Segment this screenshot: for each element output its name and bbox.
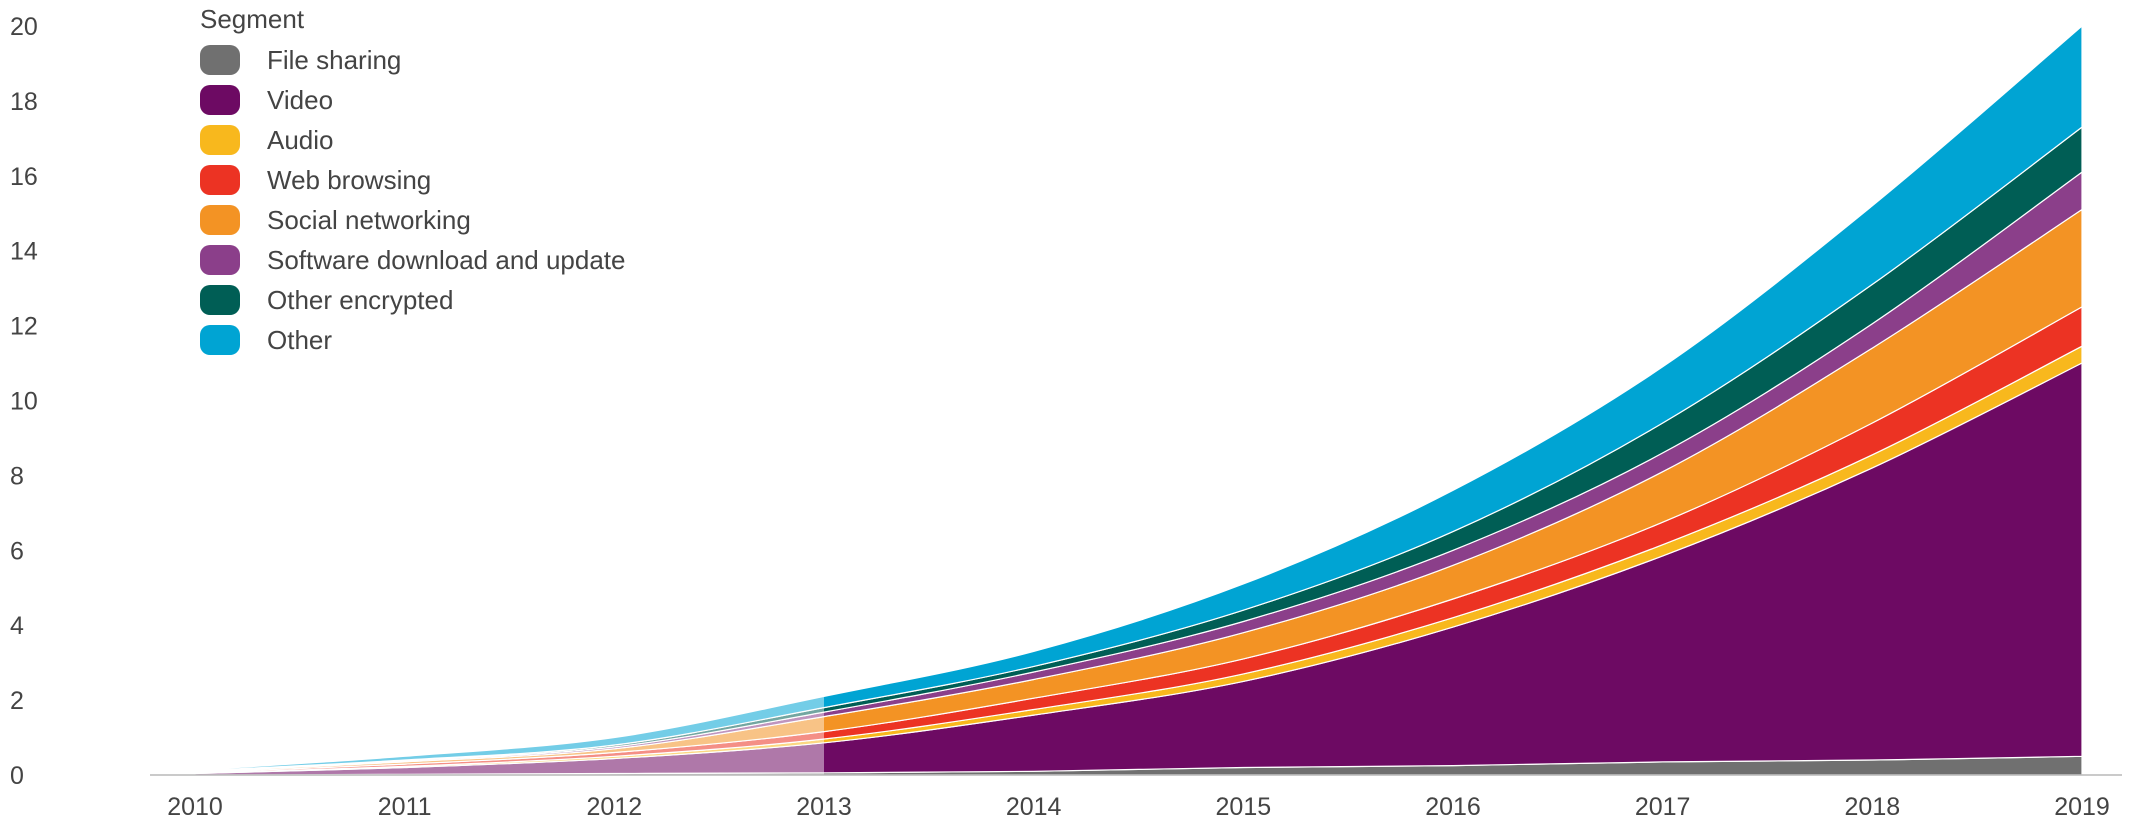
y-tick-label: 8 xyxy=(10,462,24,490)
x-tick-label: 2013 xyxy=(796,793,852,821)
faded-region xyxy=(0,16,824,775)
legend-swatch xyxy=(200,45,240,75)
y-tick-label: 6 xyxy=(10,537,24,565)
legend-label: Web browsing xyxy=(267,165,431,195)
x-tick-label: 2017 xyxy=(1635,793,1691,821)
chart-axes: 0 2 4 6 8 10 12 14 16 18 20 2010 2011 2012 2013 2014 201… xyxy=(10,13,2122,821)
y-tick-label: 12 xyxy=(10,313,38,341)
faded-overlay xyxy=(0,16,824,775)
y-tick-label: 14 xyxy=(10,238,38,266)
legend-label: Software download and update xyxy=(267,245,626,275)
x-tick-label: 2015 xyxy=(1216,793,1272,821)
y-tick-label: 20 xyxy=(10,13,38,41)
y-tick-label: 18 xyxy=(10,88,38,116)
legend-swatch xyxy=(200,125,240,155)
y-tick-label: 16 xyxy=(10,163,38,191)
legend-label: Audio xyxy=(267,125,334,155)
legend-swatch xyxy=(200,245,240,275)
area-other xyxy=(194,25,2083,772)
chart-legend: Segment File sharing Video Audio Web browsi… xyxy=(200,4,626,355)
legend-swatch xyxy=(200,325,240,355)
legend-label: Social networking xyxy=(267,205,471,235)
legend-swatch xyxy=(200,85,240,115)
x-tick-label: 2016 xyxy=(1425,793,1481,821)
y-tick-label: 10 xyxy=(10,388,38,416)
legend-title: Segment xyxy=(200,4,305,34)
y-tick-label: 0 xyxy=(10,762,24,790)
x-tick-label: 2014 xyxy=(1006,793,1062,821)
x-tick-label: 2010 xyxy=(167,793,223,821)
x-tick-label: 2019 xyxy=(2054,793,2110,821)
legend-swatch xyxy=(200,285,240,315)
y-tick-label: 2 xyxy=(10,687,24,715)
area-series-group xyxy=(194,25,2083,776)
legend-label: File sharing xyxy=(267,45,401,75)
x-tick-label: 2018 xyxy=(1845,793,1901,821)
legend-label: Video xyxy=(267,85,333,115)
y-tick-label: 4 xyxy=(10,612,24,640)
legend-swatch xyxy=(200,205,240,235)
x-tick-label: 2011 xyxy=(378,793,432,821)
legend-label: Other xyxy=(267,325,332,355)
x-tick-label: 2012 xyxy=(587,793,643,821)
legend-label: Other encrypted xyxy=(267,285,453,315)
legend-swatch xyxy=(200,165,240,195)
